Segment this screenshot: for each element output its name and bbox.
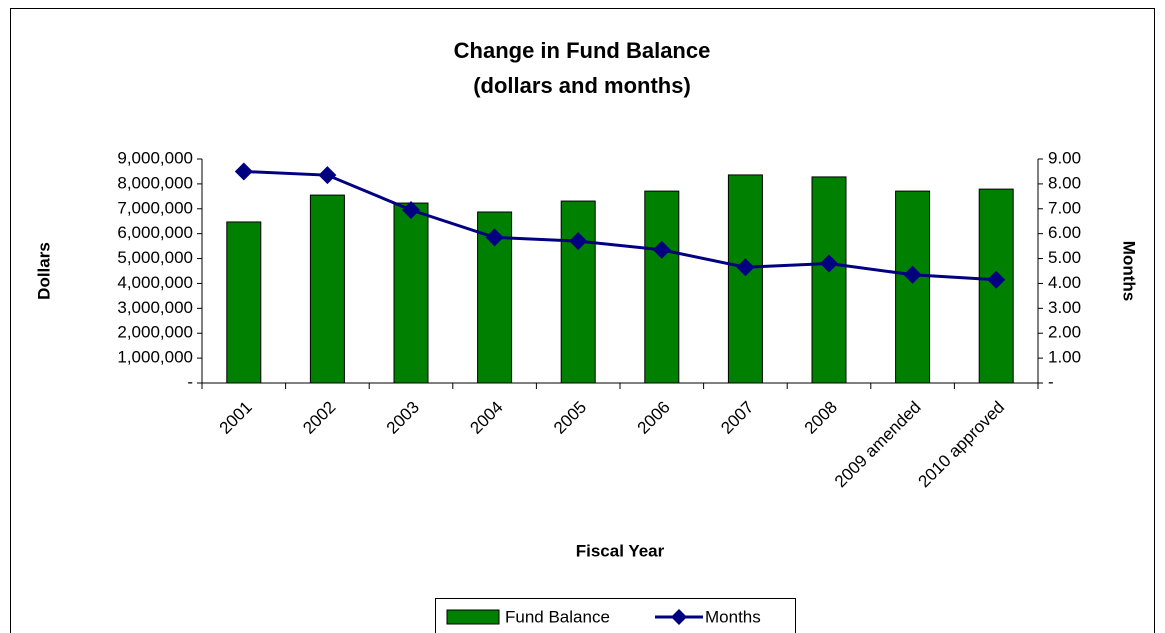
marker	[485, 228, 504, 247]
chart-subtitle: (dollars and months)	[473, 73, 691, 98]
y-tick-label: 4,000,000	[117, 273, 193, 292]
y2-tick-label: 2.00	[1048, 323, 1081, 342]
bar	[895, 190, 931, 384]
y-tick-label: 7,000,000	[117, 198, 193, 217]
bar	[811, 176, 847, 384]
y2-tick-label: 4.00	[1048, 273, 1081, 292]
y2-tick-label: 5.00	[1048, 248, 1081, 267]
marker	[903, 265, 922, 284]
y-tick-label: 3,000,000	[117, 298, 193, 317]
y2-tick-label: 1.00	[1048, 348, 1081, 367]
bar	[393, 202, 429, 384]
y2-tick-label: 6.00	[1048, 223, 1081, 242]
marker	[987, 270, 1006, 289]
chart-title: Change in Fund Balance	[454, 38, 711, 63]
y2-tick-label: 9.00	[1048, 148, 1081, 167]
y2-axis-title: Months	[1120, 241, 1139, 301]
marker	[234, 162, 253, 181]
line	[243, 169, 997, 282]
legend-marker	[671, 609, 687, 625]
bar	[644, 190, 680, 384]
y-tick-label: 6,000,000	[117, 223, 193, 242]
y-axis-title: Dollars	[34, 242, 53, 300]
y2-tick-label: -	[1048, 372, 1054, 391]
legend-label: Fund Balance	[505, 607, 610, 626]
marker	[402, 201, 420, 220]
y-tick-label: 8,000,000	[117, 173, 193, 192]
legend-label: Months	[705, 607, 761, 626]
y2-tick-label: 7.00	[1048, 198, 1081, 217]
y2-tick-label: 8.00	[1048, 173, 1081, 192]
x-axis-title: Fiscal Year	[576, 541, 665, 560]
y-tick-label: 1,000,000	[117, 348, 193, 367]
y-tick-label: 9,000,000	[117, 148, 193, 167]
bar	[226, 221, 262, 384]
marker	[569, 232, 588, 251]
bar	[560, 200, 596, 384]
y-tick-label: 5,000,000	[117, 248, 193, 267]
y-tick-label: -	[187, 372, 193, 391]
bar	[727, 174, 763, 384]
marker	[736, 258, 755, 277]
marker	[820, 254, 838, 273]
marker	[652, 240, 671, 259]
y-tick-label: 2,000,000	[117, 323, 193, 342]
marker	[318, 166, 337, 185]
legend-swatch	[446, 609, 500, 625]
bar	[309, 194, 345, 384]
y2-tick-label: 3.00	[1048, 298, 1081, 317]
